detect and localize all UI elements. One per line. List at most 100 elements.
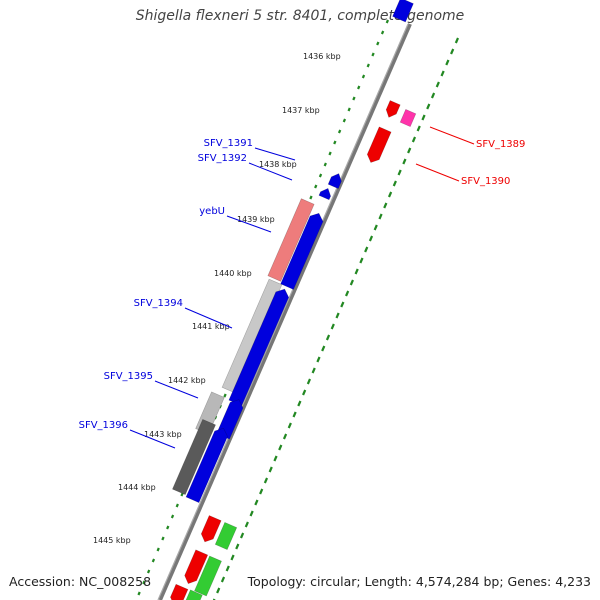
gene-leader-line	[248, 162, 293, 181]
tick-mark	[273, 455, 278, 462]
kbp-label-group: 1436 kbp 1437 kbp 1438 kbp 1439 kbp 1440 kbp…	[93, 52, 341, 545]
reverse-cds-block	[185, 427, 228, 503]
gene-leader-line	[429, 126, 475, 145]
tick-mark	[306, 378, 312, 385]
tick-mark	[380, 30, 385, 35]
tick-mark	[175, 503, 179, 508]
tick-mark	[216, 587, 221, 594]
tick-mark	[180, 492, 184, 497]
tick-mark	[316, 356, 321, 363]
tick-mark	[450, 48, 455, 55]
gene-label-forward[interactable]: SFV_1389	[476, 139, 525, 150]
tick-mark	[366, 63, 370, 68]
gene-label-reverse[interactable]: SFV_1395	[104, 371, 153, 382]
kbp-label: 1444 kbp	[118, 483, 156, 492]
tick-mark	[445, 59, 450, 66]
tick-mark	[151, 558, 156, 563]
tick-mark	[328, 151, 332, 156]
tick-mark	[297, 400, 302, 407]
reverse-cds-block	[392, 0, 414, 23]
tick-mark	[330, 323, 335, 330]
forward-cds-block	[385, 100, 401, 118]
tick-mark	[282, 433, 288, 440]
tick-mark	[373, 224, 378, 231]
tick-mark	[170, 514, 175, 519]
tick-mark	[223, 393, 227, 398]
tick-mark	[278, 444, 283, 451]
genome-summary-text: Topology: circular; Length: 4,574,284 bp…	[247, 574, 591, 589]
tick-mark	[230, 554, 235, 561]
tick-mark	[239, 532, 245, 539]
tick-mark	[426, 103, 431, 110]
map-title: Shigella flexneri 5 str. 8401, complete …	[135, 8, 465, 24]
tick-mark	[254, 499, 259, 506]
tick-mark	[161, 536, 165, 541]
accession-text: Accession: NC_008258	[9, 574, 152, 589]
tick-mark	[309, 195, 313, 200]
tick-mark	[220, 576, 226, 583]
rna-block	[399, 108, 417, 128]
reverse-cds-block	[327, 173, 342, 190]
tick-mark	[364, 246, 369, 253]
tick-mark	[340, 301, 345, 308]
gene-label-forward[interactable]: SFV_1390	[461, 176, 510, 187]
tick-mark	[337, 129, 342, 134]
reverse-cds-block	[318, 188, 331, 201]
tick-mark	[323, 162, 327, 167]
kbp-label: 1437 kbp	[282, 106, 320, 115]
tick-mark	[335, 312, 340, 319]
gene-leader-line	[154, 380, 199, 399]
tick-mark	[325, 334, 331, 341]
gc-high-block	[214, 522, 238, 550]
gc-block-dark	[172, 418, 216, 496]
kbp-label: 1441 kbp	[192, 322, 230, 331]
tick-mark	[302, 389, 307, 396]
gc-block-pink	[267, 198, 315, 282]
tick-mark	[371, 52, 375, 57]
tick-mark	[287, 422, 292, 429]
tick-mark	[137, 591, 141, 596]
gene-label-reverse[interactable]: yebU	[199, 206, 225, 217]
tick-mark	[349, 279, 354, 286]
gc-high-block	[185, 589, 203, 600]
gene-label-reverse[interactable]: SFV_1391	[204, 138, 253, 149]
tick-mark	[225, 565, 230, 572]
tick-mark	[347, 107, 351, 112]
tick-mark	[368, 235, 374, 242]
feature-track	[170, 0, 417, 600]
tick-mark	[361, 74, 366, 79]
gene-label-group: SFV_1391 SFV_1392 yebU SFV_1394 SFV_1395 SFV_…	[79, 126, 525, 449]
tick-mark	[411, 136, 417, 143]
tick-mark	[376, 41, 380, 46]
tick-mark	[314, 184, 318, 189]
tick-mark	[378, 213, 383, 220]
kbp-label: 1443 kbp	[144, 430, 182, 439]
gene-label-reverse[interactable]: SFV_1394	[134, 298, 183, 309]
tick-mark	[166, 525, 170, 530]
gene-leader-line	[415, 163, 460, 182]
tick-mark	[249, 510, 254, 517]
kbp-label: 1438 kbp	[259, 160, 297, 169]
tick-mark	[430, 92, 436, 99]
forward-cds-block	[366, 126, 392, 163]
reverse-cds-block	[280, 212, 324, 290]
tick-mark	[268, 466, 273, 473]
tick-mark	[352, 96, 356, 101]
kbp-label: 1445 kbp	[93, 536, 131, 545]
tick-mark	[235, 543, 240, 550]
tick-mark	[421, 114, 426, 121]
tick-mark	[333, 140, 337, 145]
gene-label-reverse[interactable]: SFV_1392	[198, 153, 247, 164]
tick-track-inner	[212, 37, 460, 600]
backbone-line	[157, 23, 412, 600]
tick-mark	[292, 411, 297, 418]
gene-leader-line	[129, 429, 176, 449]
gene-label-reverse[interactable]: SFV_1396	[79, 420, 128, 431]
tick-mark	[397, 169, 402, 176]
tick-mark	[318, 173, 323, 178]
gc-high-block	[194, 555, 222, 597]
tick-mark	[345, 290, 350, 297]
forward-cds-block	[170, 583, 189, 600]
kbp-label: 1440 kbp	[214, 269, 252, 278]
